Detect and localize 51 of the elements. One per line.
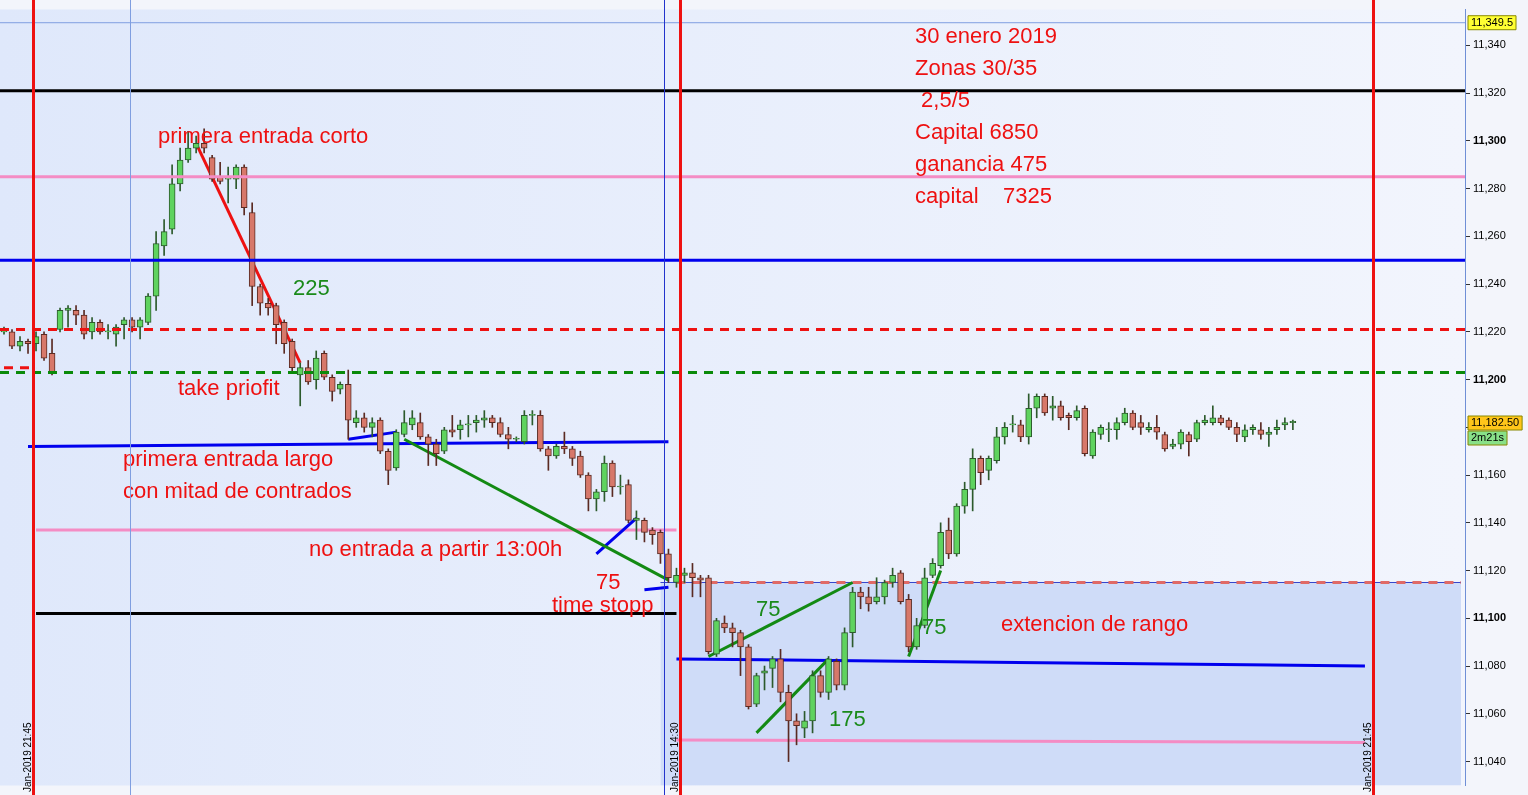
ref-line-label: 11,349.5 [1471,15,1514,28]
annotation: Jan-2019 21:45 [1361,722,1373,792]
y-tick-label: 11,080 [1473,659,1506,672]
annotation: Capital 6850 [915,119,1039,145]
annotation: extencion de rango [1001,611,1189,637]
candlestick [104,324,112,340]
annotation: ganancia 475 [915,151,1048,177]
y-tick-label: 11,060 [1473,706,1506,719]
y-tick-label: 11,200 [1473,372,1507,385]
candlestick [296,362,304,407]
candlestick [1009,415,1017,433]
annotation: capital 7325 [915,183,1052,209]
candlestick [1105,422,1113,442]
y-tick-label: 11,040 [1473,754,1506,767]
annotation: 30 enero 2019 [915,23,1057,49]
candlestick [1153,415,1161,440]
text: 11,182.50 [1471,416,1520,429]
candlestick [1065,412,1073,431]
annotation: 75 [756,596,781,622]
candlestick [464,415,472,438]
text: 2m21s [1471,431,1505,444]
candlestick [1049,395,1057,421]
annotation: 175 [829,706,866,732]
y-tick-label: 11,120 [1473,563,1506,576]
candlestick [448,415,456,438]
annotation: no entrada a partir 13:00h [309,536,563,562]
annotation: primera entrada largo [123,446,334,472]
y-tick-label: 11,320 [1473,86,1506,99]
annotation: 75 [596,569,621,595]
candlestick [424,434,432,466]
annotation: Jan-2019 14:30 [668,722,680,792]
annotation: con mitad de contrados [123,478,352,504]
annotation: time stopp [552,592,654,618]
y-tick-label: 11,160 [1473,468,1506,481]
y-tick-label: 11,220 [1473,324,1506,337]
annotation: Jan-2019 21:45 [21,722,33,792]
y-tick-label: 11,140 [1473,515,1506,528]
annotation: Zonas 30/35 [915,55,1038,81]
candlestick [473,415,480,433]
y-tick-label: 11,280 [1473,181,1506,194]
candlestick [224,166,232,204]
y-tick-label: 11,340 [1473,38,1506,51]
candlestick [456,419,464,440]
annotation: take priofit [178,375,280,401]
y-tick-label: 11,300 [1473,133,1507,146]
annotation: 225 [293,275,330,301]
y-tick-label: 11,100 [1473,611,1507,624]
y-tick-label: 11,240 [1473,277,1506,290]
y-tick-label: 11,260 [1473,229,1506,242]
annotation: 75 [922,614,947,640]
annotation: 2,5/5 [915,87,971,113]
